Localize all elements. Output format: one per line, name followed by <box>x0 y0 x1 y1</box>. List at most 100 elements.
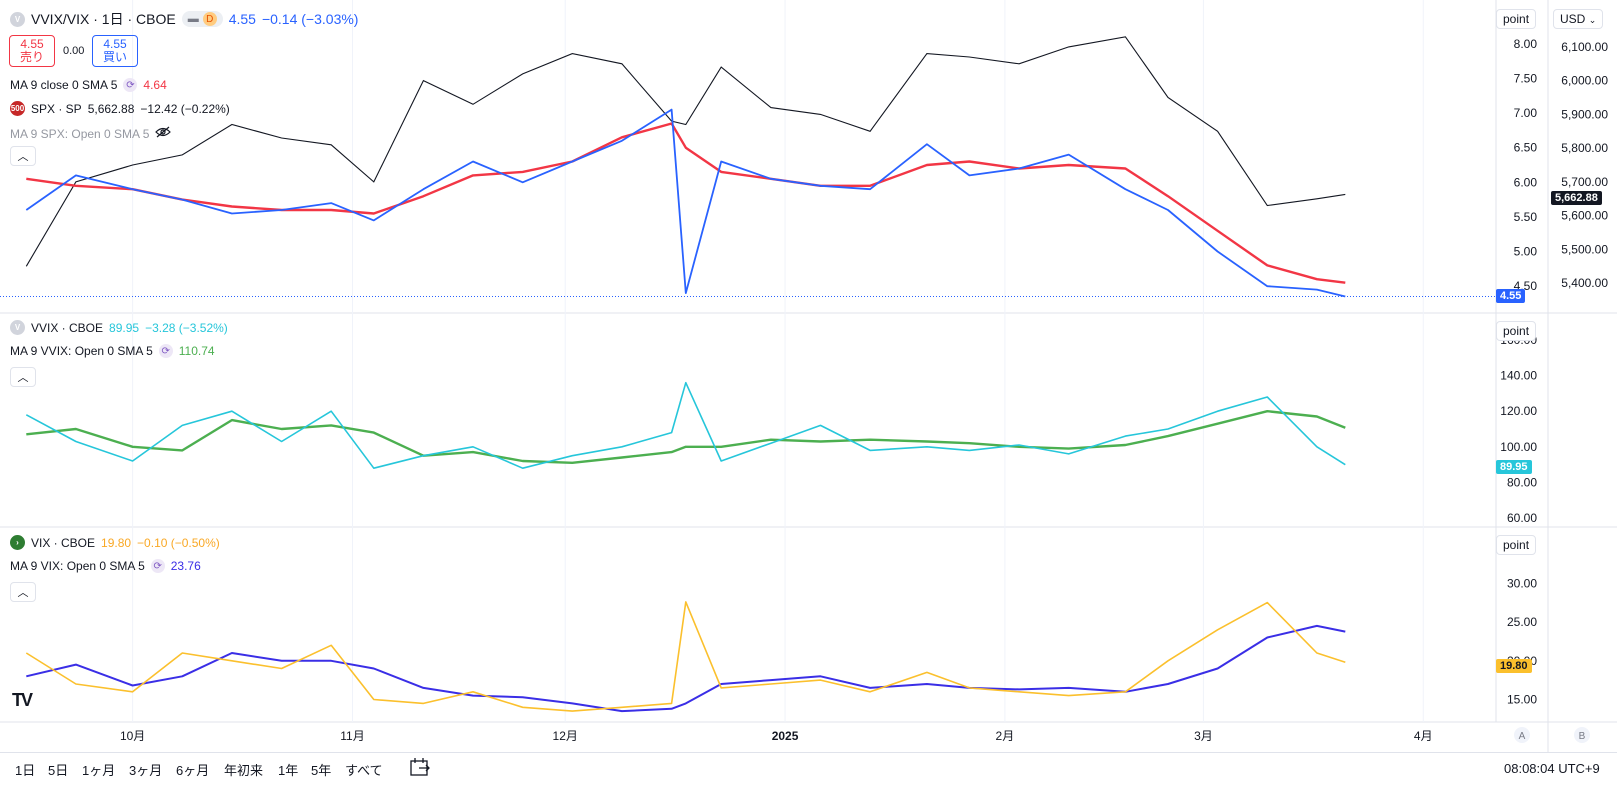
currency-label: USD <box>1560 12 1586 26</box>
main-change: −0.14 (−3.03%) <box>261 11 359 27</box>
y-tick-label: 100.00 <box>1500 440 1537 454</box>
vvix-sync-icon: ⟳ <box>158 344 173 358</box>
range-3m-button[interactable]: 3ヶ月 <box>129 763 163 778</box>
vix-ma-value: 23.76 <box>170 559 201 573</box>
sell-label: 売り <box>19 50 44 64</box>
spx-value: 5,662.88 <box>87 101 135 116</box>
interval-pill[interactable]: ▬ D <box>181 11 223 27</box>
range-5y-button[interactable]: 5年 <box>311 763 332 778</box>
y-tick-label-right: 5,400.00 <box>1561 276 1608 290</box>
buy-price: 4.55 <box>103 37 127 51</box>
vvix-ma-label: MA 9 VVIX: Open 0 SMA 5 <box>10 344 153 358</box>
vvix-change: −3.28 (−3.52%) <box>145 320 228 335</box>
vix-ma-series-line <box>26 624 1346 713</box>
x-tick-label: 2月 <box>996 729 1015 743</box>
chevron-up-icon: ︿ <box>17 587 29 599</box>
collapse-vvix-legend-button[interactable]: ︿ <box>10 367 36 387</box>
tradingview-logo[interactable]: TV <box>12 690 33 710</box>
vvix-last-value: 89.95 <box>109 320 140 335</box>
hidden-eye-icon[interactable] <box>155 126 172 141</box>
clock-display[interactable]: 08:08:04 UTC+9 <box>1504 761 1600 776</box>
vvix-ma-series-line <box>26 410 1346 464</box>
y-tick-label-left: 7.50 <box>1514 71 1538 85</box>
spx-ma-label: MA 9 SPX: Open 0 SMA 5 <box>10 126 150 141</box>
main-last-price-tag: 4.55 <box>1496 289 1526 303</box>
x-tick-label: 10月 <box>120 729 145 743</box>
collapse-vix-legend-button[interactable]: ︿ <box>10 582 36 602</box>
spx-label: SPX · SP <box>31 101 82 116</box>
ma-legend[interactable]: MA 9 close 0 SMA 5 ⟳ 4.64 <box>10 78 167 92</box>
spread-value: 0.00 <box>63 45 85 57</box>
axis-letter: A <box>1519 731 1526 742</box>
vvix-ma-legend[interactable]: MA 9 VVIX: Open 0 SMA 5 ⟳ 110.74 <box>10 344 215 358</box>
y-tick-label-left: 6.00 <box>1514 175 1538 189</box>
symbol-logo-icon: V <box>10 11 25 27</box>
sell-price: 4.55 <box>20 37 44 51</box>
vvix-last-price-tag: 89.95 <box>1496 460 1532 474</box>
main-last-value: 4.55 <box>228 11 256 27</box>
vix-scale-button[interactable]: point <box>1496 535 1537 555</box>
y-tick-label-left: 6.50 <box>1514 141 1538 155</box>
y-tick-label: 15.00 <box>1507 693 1537 707</box>
chart-canvas[interactable]: 10月 11月 12月 2025 2月 3月 4月 A B4.505.005.506.006.5… <box>0 0 1617 752</box>
range-all-button[interactable]: すべて <box>345 763 383 778</box>
x-tick-label: 12月 <box>553 729 578 743</box>
y-tick-label-right: 5,600.00 <box>1561 209 1608 223</box>
spx-legend[interactable]: 500 SPX · SP 5,662.88 −12.42 (−0.22%) <box>10 101 230 116</box>
vvix-series-line <box>25 381 1346 470</box>
axis-letter-badge <box>1514 727 1530 743</box>
y-tick-label: 25.00 <box>1507 615 1537 629</box>
vix-last-price-tag: 19.80 <box>1496 659 1532 673</box>
y-tick-label: 140.00 <box>1500 369 1537 383</box>
y-tick-label: 80.00 <box>1507 475 1537 489</box>
x-tick-label: 3月 <box>1194 729 1213 743</box>
vix-ma-label: MA 9 VIX: Open 0 SMA 5 <box>10 559 145 573</box>
vvix-vix-series-line <box>25 108 1346 298</box>
vvix-legend[interactable]: V VVIX · CBOE 89.95 −3.28 (−3.52%) <box>10 320 228 335</box>
x-tick-label: 11月 <box>340 729 364 743</box>
chevron-down-icon: ⌄ <box>1588 15 1597 25</box>
buy-button[interactable]: 4.55 買い <box>92 35 138 67</box>
y-tick-label-left: 5.00 <box>1514 245 1538 259</box>
y-tick-label: 120.00 <box>1500 404 1537 418</box>
y-tick-label-right: 5,800.00 <box>1561 141 1608 155</box>
spx-ma-legend[interactable]: MA 9 SPX: Open 0 SMA 5 <box>10 126 172 141</box>
range-6m-button[interactable]: 6ヶ月 <box>176 763 210 778</box>
x-tick-label: 2025 <box>772 729 799 743</box>
axis-letter-badge <box>1574 727 1590 743</box>
spx-series-line <box>25 36 1346 267</box>
vvix-title: VVIX · CBOE <box>31 320 104 335</box>
sell-button[interactable]: 4.55 売り <box>9 35 55 67</box>
collapse-main-legend-button[interactable]: ︿ <box>10 146 36 166</box>
y-tick-label-left: 8.00 <box>1514 37 1538 51</box>
main-scale-button[interactable]: point <box>1496 9 1537 29</box>
main-title[interactable]: VVIX/VIX · 1日 · CBOE <box>31 11 176 27</box>
range-1d-button[interactable]: 1日 <box>15 763 36 778</box>
vix-last-value: 19.80 <box>101 535 132 550</box>
range-ytd-button[interactable]: 年初来 <box>224 763 264 778</box>
vix-legend[interactable]: › VIX · CBOE 19.80 −0.10 (−0.50%) <box>10 535 220 550</box>
range-5d-button[interactable]: 5日 <box>48 763 69 778</box>
minus-icon: ▬ <box>187 13 199 25</box>
axis-letter: B <box>1579 731 1586 742</box>
vvix-logo-icon: V <box>10 320 25 335</box>
vix-logo-icon: › <box>10 535 25 550</box>
vix-sync-icon: ⟳ <box>150 559 165 573</box>
currency-button[interactable]: USD ⌄ <box>1553 9 1604 29</box>
sync-icon: ⟳ <box>123 78 138 92</box>
bottom-toolbar <box>0 752 1617 792</box>
vix-ma-legend[interactable]: MA 9 VIX: Open 0 SMA 5 ⟳ 23.76 <box>10 559 201 573</box>
y-tick-label-right: 6,100.00 <box>1561 40 1608 54</box>
goto-date-icon[interactable] <box>409 757 431 780</box>
spx-last-price-tag: 5,662.88 <box>1551 191 1602 205</box>
x-tick-label: 4月 <box>1414 729 1433 743</box>
vix-series-line <box>25 601 1346 712</box>
ma-series-line <box>26 122 1346 284</box>
vvix-ma-value: 110.74 <box>178 344 215 358</box>
vix-title: VIX · CBOE <box>31 535 96 550</box>
range-1y-button[interactable]: 1年 <box>278 763 299 778</box>
buy-label: 買い <box>102 50 127 64</box>
range-1m-button[interactable]: 1ヶ月 <box>82 763 116 778</box>
vvix-scale-button[interactable]: point <box>1496 321 1537 341</box>
ma-value: 4.64 <box>143 78 167 92</box>
